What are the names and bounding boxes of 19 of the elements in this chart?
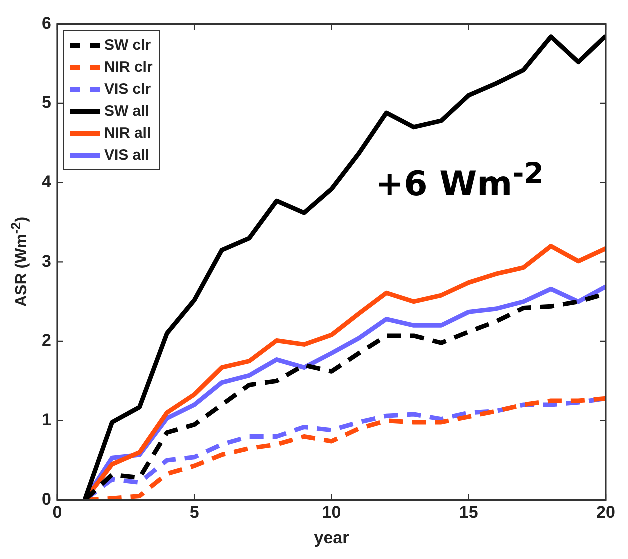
legend-label: VIS clr [104, 80, 152, 98]
legend-label: SW clr [104, 36, 152, 54]
x-axis-title: year [314, 528, 350, 548]
legend-label: NIR clr [104, 58, 153, 76]
x-tick-label: 20 [596, 503, 616, 522]
x-tick-label: 5 [190, 503, 200, 522]
y-tick-label: 3 [42, 252, 52, 271]
legend-label: SW all [104, 102, 150, 120]
y-tick-label: 2 [42, 331, 52, 350]
y-tick-label: 0 [42, 490, 52, 509]
x-tick-label: 15 [459, 503, 478, 522]
legend-label: VIS all [104, 146, 150, 164]
legend-label: NIR all [104, 124, 152, 142]
x-tick-label: 10 [322, 503, 342, 522]
annotation: +6 Wm$^{-2}$ [376, 157, 544, 205]
y-tick-label: 4 [42, 172, 52, 192]
y-tick-label: 1 [42, 410, 52, 430]
y-tick-label: 6 [42, 14, 52, 33]
y-tick-label: 5 [42, 93, 52, 112]
